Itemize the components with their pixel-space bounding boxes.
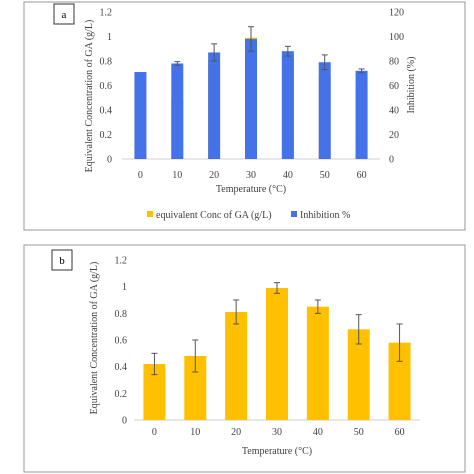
panel-a-y2-tick: 20	[389, 130, 399, 141]
panel-a-bar-inhibition	[245, 38, 257, 160]
panel-a-right-axis: 0 20 40 60 80 100 120	[389, 8, 404, 166]
panel-b-bar	[347, 329, 370, 420]
panel-b: b 0 0.2 0.4 0.6 0.8 1 1.2 0 10 20 30 40 50 60 Equiva…	[23, 244, 466, 473]
panel-a-label-box	[53, 3, 75, 25]
panel-a-x-tick: 50	[320, 170, 330, 181]
panel-b-x-axis-title: Temperature (°C)	[242, 446, 312, 457]
panel-b-y-tick: 0.8	[115, 309, 128, 320]
panel-a-bar-inhibition	[318, 62, 331, 159]
panel-b-y-tick: 1	[122, 282, 127, 293]
panel-a-bar-inhibition	[208, 52, 221, 159]
panel-a-bars	[134, 26, 368, 160]
panel-b-bar	[225, 312, 248, 420]
panel-b-y-tick: 0.4	[115, 362, 128, 373]
panel-a-x-tick: 0	[138, 170, 143, 181]
panel-a-y-tick: 0.6	[100, 81, 113, 92]
panel-a-x-tick: 10	[172, 170, 182, 181]
panel-a-label: a	[62, 9, 67, 21]
panel-b-bar	[266, 288, 288, 420]
panel-a-bar-inhibition	[281, 51, 294, 160]
panel-b-bars	[143, 282, 411, 420]
panel-b-bar	[143, 364, 166, 420]
panel-a-x-tick: 30	[246, 170, 256, 181]
panel-b-y-tick: 0.6	[115, 336, 128, 347]
panel-a: a 0 0.2 0.4 0.6 0.8 1 1.2 0 20 40 60 80 100 120 0 10 2…	[23, 1, 466, 231]
panel-a-x-tick: 60	[357, 170, 367, 181]
legend-swatch-inhibition	[291, 211, 297, 217]
legend-label-conc: equivalent Conc of GA (g/L)	[156, 210, 272, 221]
panel-a-y2-axis-title: Inhibition (%)	[406, 57, 417, 114]
panel-a-y-tick: 0.2	[100, 130, 113, 141]
panel-b-bar	[388, 342, 411, 420]
panel-b-label: b	[59, 255, 65, 267]
panel-a-y2-tick: 100	[389, 32, 404, 43]
panel-a-y-tick: 1.2	[100, 8, 113, 19]
panel-b-y-axis-title: Equivalent Concentration of GA (g/L)	[89, 262, 100, 415]
panel-b-y-tick: 1.2	[115, 256, 128, 267]
panel-a-y-axis-title: Equivalent Concentration of GA (g/L)	[84, 20, 95, 173]
panel-b-x-tick: 50	[354, 427, 364, 438]
panel-a-x-axis-title: Temperature (°C)	[216, 184, 286, 195]
panel-a-y2-tick: 60	[389, 81, 399, 92]
panel-a-x-ticks: 0 10 20 30 40 50 60	[138, 170, 367, 181]
panel-a-y-tick: 0.4	[100, 106, 113, 117]
panel-a-bar-inhibition	[171, 63, 184, 160]
panel-b-x-ticks: 0 10 20 30 40 50 60	[152, 427, 405, 438]
panel-b-x-tick: 10	[190, 427, 200, 438]
panel-a-y-tick: 1	[107, 32, 112, 43]
panel-b-y-tick: 0.2	[115, 389, 128, 400]
panel-a-frame	[23, 1, 466, 231]
legend-label-inhibition: Inhibition %	[300, 210, 350, 221]
panel-a-y2-tick: 40	[389, 106, 399, 117]
panel-b-bar	[306, 306, 329, 420]
panel-a-left-axis: 0 0.2 0.4 0.6 0.8 1 1.2	[100, 8, 113, 166]
panel-a-y2-tick: 120	[389, 8, 404, 19]
panel-a-y-tick: 0.8	[100, 57, 113, 68]
panel-a-bar-inhibition	[355, 70, 368, 159]
panel-a-y2-tick: 0	[389, 155, 394, 166]
panel-b-left-axis: 0 0.2 0.4 0.6 0.8 1 1.2	[115, 256, 128, 427]
panel-b-x-tick: 0	[152, 427, 157, 438]
panel-b-x-tick: 40	[313, 427, 323, 438]
panel-a-legend: equivalent Conc of GA (g/L) Inhibition %	[147, 210, 350, 221]
panel-b-x-tick: 30	[272, 427, 282, 438]
panel-b-x-tick: 20	[231, 427, 241, 438]
panel-a-y-tick: 0	[107, 155, 112, 166]
panel-b-y-tick: 0	[122, 416, 127, 427]
panel-a-x-tick: 40	[283, 170, 293, 181]
panel-b-label-box	[51, 249, 73, 271]
panel-a-y2-tick: 80	[389, 57, 399, 68]
panel-b-bar	[184, 356, 207, 420]
panel-b-x-tick: 60	[395, 427, 405, 438]
panel-a-bar-inhibition	[134, 72, 147, 159]
panel-a-x-tick: 20	[209, 170, 219, 181]
legend-swatch-conc	[147, 211, 153, 217]
